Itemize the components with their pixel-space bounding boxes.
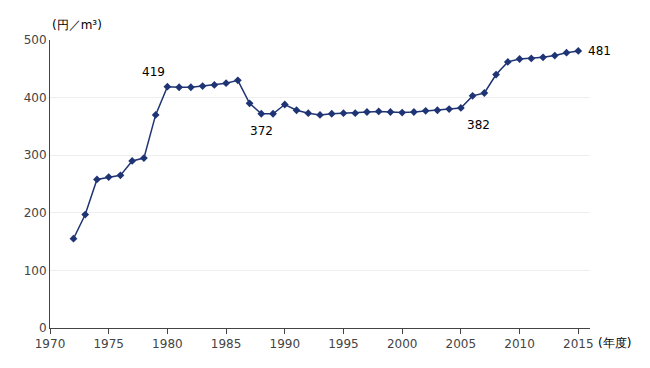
svg-text:1975: 1975 bbox=[93, 337, 124, 351]
svg-text:1980: 1980 bbox=[152, 337, 183, 351]
svg-text:372: 372 bbox=[250, 124, 273, 138]
svg-text:500: 500 bbox=[24, 33, 47, 47]
svg-text:1985: 1985 bbox=[211, 337, 242, 351]
svg-text:481: 481 bbox=[588, 44, 611, 58]
svg-text:100: 100 bbox=[24, 264, 47, 278]
svg-text:382: 382 bbox=[467, 118, 490, 132]
svg-text:2010: 2010 bbox=[504, 337, 535, 351]
svg-text:2000: 2000 bbox=[387, 337, 418, 351]
svg-text:2005: 2005 bbox=[446, 337, 477, 351]
svg-text:200: 200 bbox=[24, 206, 47, 220]
svg-text:1990: 1990 bbox=[270, 337, 301, 351]
svg-text:1995: 1995 bbox=[328, 337, 359, 351]
svg-text:1970: 1970 bbox=[35, 337, 66, 351]
svg-text:(円／m³): (円／m³) bbox=[52, 18, 102, 32]
svg-text:419: 419 bbox=[142, 65, 165, 79]
svg-text:0: 0 bbox=[39, 321, 47, 335]
svg-text:2015: 2015 bbox=[563, 337, 594, 351]
svg-text:400: 400 bbox=[24, 91, 47, 105]
svg-text:300: 300 bbox=[24, 148, 47, 162]
svg-text:(年度): (年度) bbox=[598, 336, 631, 350]
